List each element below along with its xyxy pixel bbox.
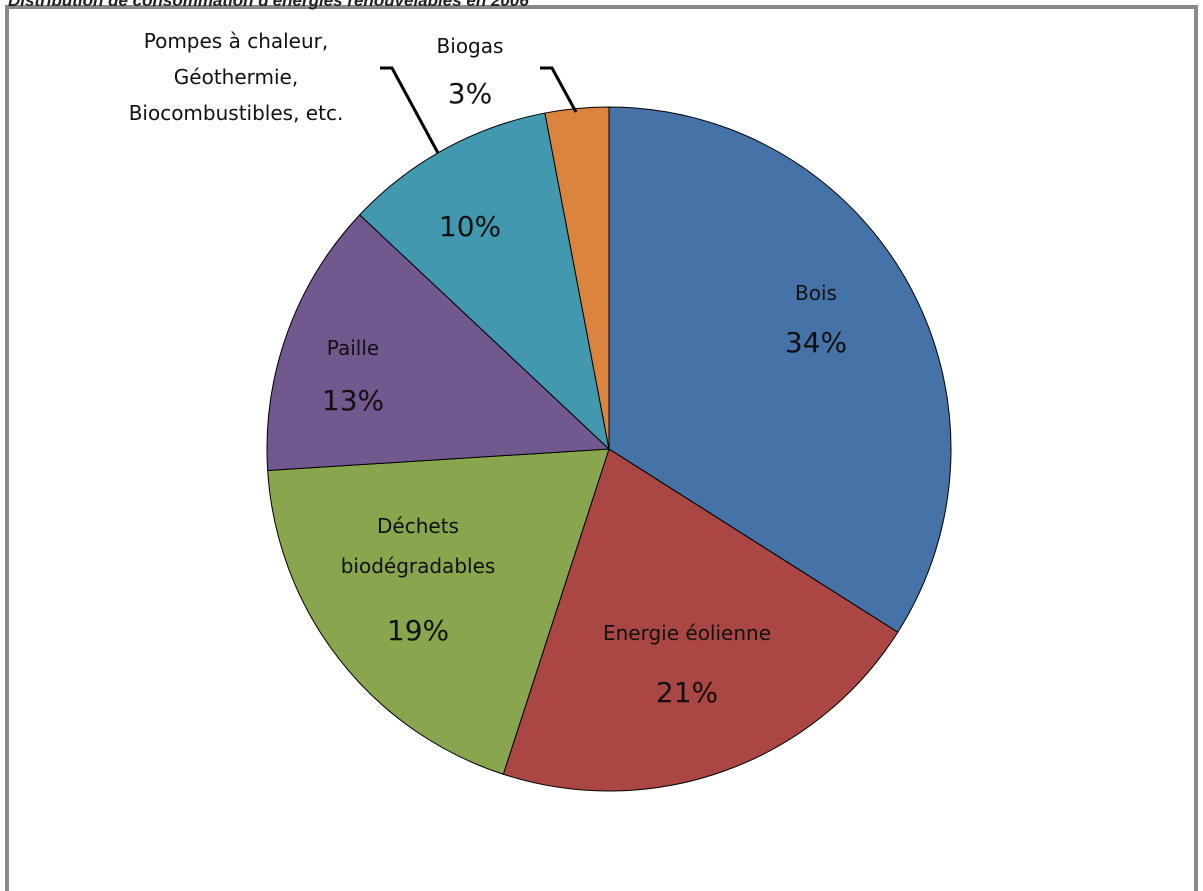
slice-label-line: biodégradables xyxy=(341,554,496,578)
slice-label-line: Déchets xyxy=(377,514,459,538)
chart-title: Distribution de consommation d'energies … xyxy=(8,0,529,10)
leader-lines xyxy=(380,66,578,154)
pie-slice-bois xyxy=(608,106,952,633)
slice-label-line: Géothermie, xyxy=(174,65,298,89)
slice-labels: Bois 34% Energie éolienne 21% Déchets biodégr… xyxy=(129,29,847,709)
pie-slice-pompes-a-chaleur xyxy=(358,112,610,451)
slice-label-line: Biogas xyxy=(437,34,504,58)
pie-slice-biogas xyxy=(544,106,610,450)
slice-percent-dechets-biodegradables: 19% xyxy=(387,614,449,647)
slice-percent-paille: 13% xyxy=(322,384,384,417)
slice-label-bois: Bois xyxy=(795,281,837,305)
slice-percent-energie-eolienne: 21% xyxy=(656,676,718,709)
pie-slice-dechets-biodegradables xyxy=(267,448,610,775)
pie-slice-paille xyxy=(266,214,611,472)
pie-slice-energie-eolienne xyxy=(502,448,899,792)
slice-label-paille: Paille xyxy=(327,336,379,360)
slice-label-line: Energie éolienne xyxy=(603,621,771,645)
slice-label-pompes-a-chaleur: Pompes à chaleur, Géothermie, Biocombustib… xyxy=(129,29,344,125)
slice-percent-pompes-a-chaleur: 10% xyxy=(439,210,501,243)
slice-percent-bois: 34% xyxy=(785,326,847,359)
slice-label-line: Bois xyxy=(795,281,837,305)
leader-line-pompes xyxy=(380,66,440,154)
slice-label-biogas: Biogas xyxy=(437,34,504,58)
slice-label-line: Paille xyxy=(327,336,379,360)
slice-label-dechets-biodegradables: Déchets biodégradables xyxy=(341,514,496,578)
slice-label-line: Pompes à chaleur, xyxy=(144,29,329,53)
chart-frame xyxy=(5,5,1198,891)
slice-label-line: Biocombustibles, etc. xyxy=(129,101,344,125)
slice-percent-biogas: 3% xyxy=(448,77,492,110)
slice-label-energie-eolienne: Energie éolienne xyxy=(603,621,771,645)
pie-slices xyxy=(266,106,952,792)
leader-line-biogas xyxy=(540,66,578,113)
